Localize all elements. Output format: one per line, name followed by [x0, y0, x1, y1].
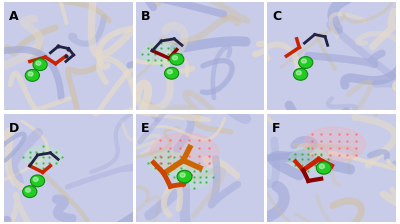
Circle shape [180, 173, 185, 177]
Circle shape [170, 53, 184, 65]
Circle shape [299, 57, 313, 68]
Polygon shape [142, 43, 181, 65]
Circle shape [26, 188, 30, 192]
Polygon shape [303, 127, 365, 162]
Polygon shape [289, 148, 328, 171]
Text: E: E [141, 122, 149, 135]
Polygon shape [174, 165, 213, 188]
Polygon shape [23, 146, 62, 168]
Circle shape [25, 69, 40, 81]
Text: C: C [272, 10, 281, 23]
Circle shape [302, 59, 306, 63]
Circle shape [23, 186, 37, 198]
Circle shape [316, 162, 331, 174]
Circle shape [172, 56, 178, 60]
Circle shape [296, 71, 301, 75]
Circle shape [294, 68, 308, 80]
Circle shape [33, 59, 47, 71]
Polygon shape [148, 151, 187, 174]
Circle shape [164, 67, 179, 79]
Circle shape [33, 177, 38, 181]
Text: D: D [9, 122, 20, 135]
Circle shape [319, 164, 324, 169]
Text: F: F [272, 122, 281, 135]
Polygon shape [150, 133, 218, 171]
Text: B: B [141, 10, 150, 23]
Circle shape [36, 61, 41, 65]
Circle shape [177, 170, 192, 183]
Circle shape [167, 70, 172, 74]
Circle shape [30, 175, 45, 187]
Text: A: A [9, 10, 19, 23]
Circle shape [28, 72, 33, 76]
